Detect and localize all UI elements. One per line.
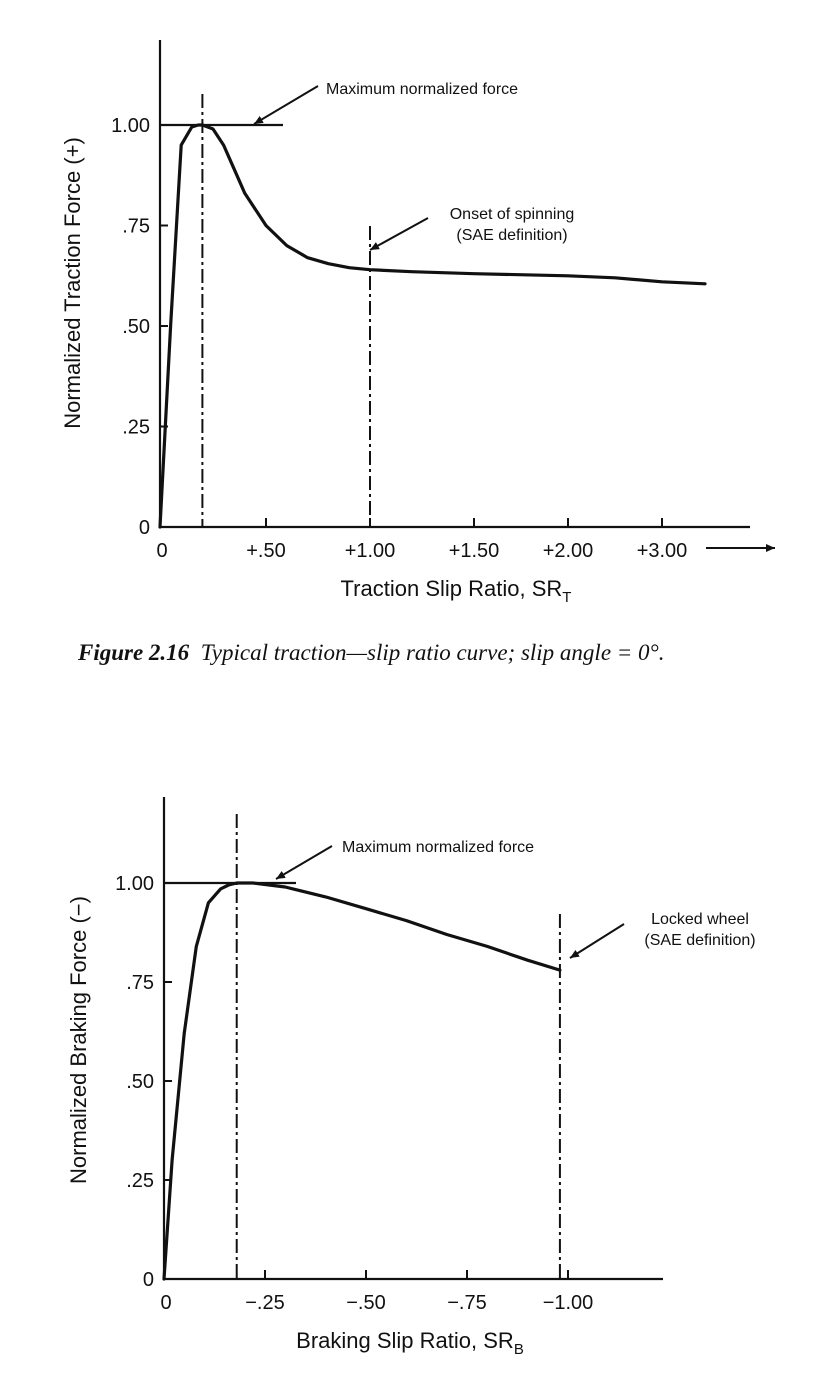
traction-y-tick-label: 1.00	[111, 115, 150, 137]
traction-x-tick-label: +3.00	[637, 540, 688, 562]
traction-y-tick-label: .25	[122, 417, 150, 439]
traction-spin-label-line1: Onset of spinning	[450, 206, 575, 223]
traction-y-tick-label: 0	[139, 517, 150, 539]
braking-x-axis-label-sub: B	[514, 1341, 524, 1358]
braking-y-tick-label: .25	[126, 1170, 154, 1192]
braking-x-axis-label-main: Braking Slip Ratio, SR	[296, 1328, 514, 1353]
braking-x-ticks: 0 −.25 −.50 −.75 −1.00	[160, 1270, 593, 1314]
traction-curve	[158, 123, 707, 529]
traction-max-force-arrow	[253, 85, 319, 125]
braking-max-force-arrow	[275, 845, 333, 880]
braking-x-tick-label: −.25	[245, 1292, 284, 1314]
traction-chart: 0 .25 .50 .75 1.00 0 +.50 +1.00 +1.50 +2.00 +3.00…	[60, 40, 775, 606]
traction-x-tick-label: +.50	[246, 540, 285, 562]
braking-lock-label-line2: (SAE definition)	[644, 932, 755, 949]
braking-y-ticks: 0 .25 .50 .75 1.00	[115, 873, 172, 1291]
braking-max-force-label: Maximum normalized force	[342, 839, 534, 856]
traction-max-force-label: Maximum normalized force	[326, 81, 518, 98]
traction-spin-arrow	[369, 217, 429, 251]
figure-caption-text: Typical traction—slip ratio curve; slip …	[200, 640, 665, 665]
traction-y-axis-label: Normalized Traction Force (+)	[60, 137, 85, 429]
traction-y-tick-label: .75	[122, 216, 150, 238]
braking-y-tick-label: 1.00	[115, 873, 154, 895]
braking-y-axis-label: Normalized Braking Force (−)	[66, 896, 91, 1184]
braking-y-tick-label: .75	[126, 972, 154, 994]
braking-lock-arrow	[569, 923, 625, 959]
traction-x-axis-label-main: Traction Slip Ratio, SR	[341, 576, 563, 601]
braking-x-tick-label: −.75	[447, 1292, 486, 1314]
traction-spin-label-line2: (SAE definition)	[456, 227, 567, 244]
traction-x-tick-label: 0	[156, 540, 167, 562]
braking-x-tick-label: 0	[160, 1292, 171, 1314]
traction-x-axis-label: Traction Slip Ratio, SRT	[341, 576, 572, 606]
braking-lock-label-line1: Locked wheel	[651, 911, 749, 928]
traction-y-tick-label: .50	[122, 316, 150, 338]
traction-x-ticks: 0 +.50 +1.00 +1.50 +2.00 +3.00	[156, 518, 687, 562]
traction-x-tick-label: +2.00	[543, 540, 594, 562]
traction-x-axis-label-sub: T	[562, 589, 571, 606]
braking-y-tick-label: 0	[143, 1269, 154, 1291]
traction-x-tick-label: +1.50	[449, 540, 500, 562]
figure-caption-label: Figure 2.16	[78, 640, 190, 665]
braking-x-tick-label: −1.00	[543, 1292, 594, 1314]
braking-y-tick-label: .50	[126, 1071, 154, 1093]
braking-chart: 0 .25 .50 .75 1.00 0 −.25 −.50 −.75 −1.00 Maximu…	[66, 797, 756, 1358]
figure-caption: Figure 2.16 Typical traction—slip ratio …	[78, 640, 798, 666]
braking-curve	[162, 881, 562, 1281]
braking-x-tick-label: −.50	[346, 1292, 385, 1314]
traction-x-tick-label: +1.00	[345, 540, 396, 562]
traction-y-ticks: 0 .25 .50 .75 1.00	[111, 115, 168, 539]
braking-x-axis-label: Braking Slip Ratio, SRB	[296, 1328, 524, 1358]
